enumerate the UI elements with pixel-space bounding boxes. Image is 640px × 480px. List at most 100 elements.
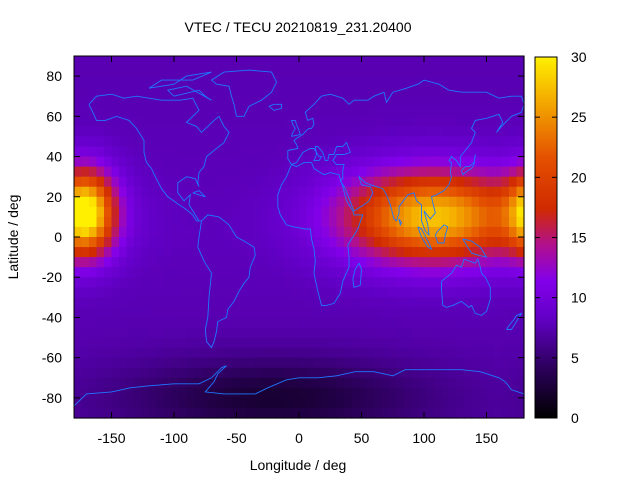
heatmap-cell xyxy=(239,106,248,117)
heatmap-cell xyxy=(494,206,503,218)
heatmap-cell xyxy=(164,337,173,349)
heatmap-cell xyxy=(141,86,150,97)
heatmap-cell xyxy=(426,267,435,278)
heatmap-cell xyxy=(411,186,420,198)
heatmap-cell xyxy=(509,377,518,389)
heatmap-cell xyxy=(449,317,458,329)
heatmap-cell xyxy=(119,407,128,419)
heatmap-cell xyxy=(216,367,225,379)
heatmap-cell xyxy=(96,397,105,409)
heatmap-cell xyxy=(126,176,135,188)
heatmap-cell xyxy=(359,136,368,148)
heatmap-cell xyxy=(344,96,353,107)
heatmap-cell xyxy=(494,267,503,278)
heatmap-cell xyxy=(111,347,120,359)
heatmap-cell xyxy=(329,56,338,67)
heatmap-cell xyxy=(261,146,270,158)
heatmap-cell xyxy=(141,377,150,389)
heatmap-cell xyxy=(389,257,398,268)
heatmap-cell xyxy=(501,106,510,117)
heatmap-cell xyxy=(419,206,428,218)
heatmap-cell xyxy=(426,56,435,67)
heatmap-cell xyxy=(359,327,368,339)
heatmap-cell xyxy=(441,267,450,278)
heatmap-cell xyxy=(201,357,210,369)
heatmap-cell xyxy=(366,66,375,77)
heatmap-cell xyxy=(509,86,518,97)
heatmap-cell xyxy=(374,297,383,308)
heatmap-cell xyxy=(231,327,240,339)
heatmap-cell xyxy=(239,367,248,379)
heatmap-cell xyxy=(119,377,128,389)
heatmap-cell xyxy=(381,216,390,228)
heatmap-cell xyxy=(254,307,263,319)
heatmap-cell xyxy=(96,196,105,208)
heatmap-cell xyxy=(351,317,360,329)
heatmap-cell xyxy=(194,397,203,409)
heatmap-cell xyxy=(254,196,263,208)
heatmap-cell xyxy=(374,86,383,97)
heatmap-cell xyxy=(164,66,173,77)
heatmap-cell xyxy=(239,96,248,107)
heatmap-cell xyxy=(179,397,188,409)
heatmap-cell xyxy=(269,216,278,228)
heatmap-cell xyxy=(134,66,143,77)
heatmap-cell xyxy=(231,226,240,238)
heatmap-cell xyxy=(254,206,263,218)
heatmap-cell xyxy=(89,226,98,238)
heatmap-cell xyxy=(254,277,263,288)
heatmap-cell xyxy=(396,146,405,158)
heatmap-cell xyxy=(426,206,435,218)
heatmap-cell xyxy=(336,106,345,117)
heatmap-cell xyxy=(104,226,113,238)
heatmap-cell xyxy=(479,166,488,178)
heatmap-cell xyxy=(141,267,150,278)
heatmap-cell xyxy=(336,317,345,329)
heatmap-cell xyxy=(336,357,345,369)
heatmap-cell xyxy=(464,327,473,339)
heatmap-cell xyxy=(141,156,150,168)
heatmap-cell xyxy=(329,287,338,298)
heatmap-cell xyxy=(299,146,308,158)
heatmap-cell xyxy=(141,257,150,268)
heatmap-cell xyxy=(111,196,120,208)
heatmap-cell xyxy=(81,186,90,198)
heatmap-cell xyxy=(509,136,518,148)
heatmap-cell xyxy=(149,237,158,248)
heatmap-cell xyxy=(336,136,345,148)
heatmap-cell xyxy=(126,226,135,238)
heatmap-cell xyxy=(404,357,413,369)
heatmap-cell xyxy=(299,96,308,107)
heatmap-cell xyxy=(201,307,210,319)
heatmap-cell xyxy=(201,397,210,409)
heatmap-cell xyxy=(404,247,413,258)
heatmap-cell xyxy=(456,337,465,349)
y-tick-label: 60 xyxy=(46,108,62,124)
heatmap-cell xyxy=(509,267,518,278)
heatmap-cell xyxy=(449,106,458,117)
heatmap-cell xyxy=(366,156,375,168)
heatmap-cell xyxy=(336,96,345,107)
heatmap-cell xyxy=(276,247,285,258)
heatmap-cell xyxy=(104,96,113,107)
heatmap-cell xyxy=(426,337,435,349)
heatmap-cell xyxy=(501,126,510,138)
heatmap-cell xyxy=(321,126,330,138)
heatmap-cell xyxy=(509,66,518,77)
heatmap-cell xyxy=(321,277,330,288)
heatmap-cell xyxy=(516,116,525,127)
heatmap-cell xyxy=(336,237,345,248)
heatmap-cell xyxy=(381,387,390,399)
heatmap-cell xyxy=(306,116,315,127)
heatmap-cell xyxy=(351,277,360,288)
heatmap-cell xyxy=(141,307,150,319)
heatmap-cell xyxy=(404,237,413,248)
heatmap-cell xyxy=(239,337,248,349)
heatmap-cell xyxy=(201,56,210,67)
heatmap-cell xyxy=(141,126,150,138)
heatmap-cell xyxy=(156,347,165,359)
heatmap-cell xyxy=(351,267,360,278)
heatmap-cell xyxy=(366,257,375,268)
heatmap-cell xyxy=(291,196,300,208)
heatmap-cell xyxy=(434,397,443,409)
